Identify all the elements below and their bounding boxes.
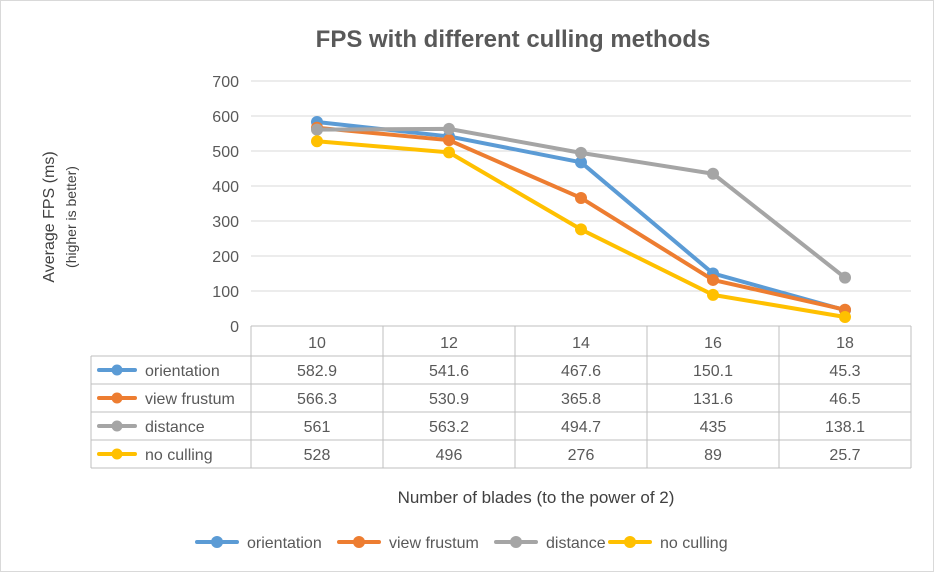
data-point [443, 146, 455, 159]
table-cell: 89 [704, 447, 722, 464]
table-cell: 528 [304, 447, 331, 464]
table-cell: 276 [568, 447, 595, 464]
data-point [575, 146, 587, 159]
table-cell: 150.1 [693, 363, 733, 380]
table-cell: 566.3 [297, 391, 337, 408]
x-tick-label: 10 [308, 335, 326, 352]
y-tick-label: 200 [212, 249, 239, 266]
y-axis-sublabel: (higher is better) [63, 166, 79, 268]
data-point [575, 156, 587, 169]
y-tick-label: 0 [230, 319, 239, 336]
legend-label: no culling [660, 535, 728, 552]
data-point [839, 311, 851, 324]
data-point [575, 191, 587, 204]
table-series-name: orientation [145, 363, 220, 380]
data-point [707, 167, 719, 180]
table-cell: 138.1 [825, 419, 865, 436]
y-tick-label: 700 [212, 74, 239, 91]
table-series-name: distance [145, 419, 205, 436]
legend-label: view frustum [389, 535, 479, 552]
table-cell: 541.6 [429, 363, 469, 380]
table-cell: 25.7 [829, 447, 860, 464]
table-series-name: no culling [145, 447, 213, 464]
table-cell: 494.7 [561, 419, 601, 436]
table-cell: 496 [436, 447, 463, 464]
table-legend-marker [111, 364, 123, 376]
y-axis-label: Average FPS (ms) [41, 151, 58, 282]
table-cell: 467.6 [561, 363, 601, 380]
table-cell: 435 [700, 419, 727, 436]
table-legend-marker [111, 392, 123, 404]
y-tick-label: 600 [212, 109, 239, 126]
data-point [443, 122, 455, 135]
data-point [839, 271, 851, 284]
chart-title: FPS with different culling methods [316, 26, 711, 53]
x-axis-label: Number of blades (to the power of 2) [398, 488, 675, 507]
data-point [443, 134, 455, 147]
y-tick-label: 500 [212, 144, 239, 161]
table-legend-marker [111, 420, 123, 432]
legend-marker [510, 536, 522, 548]
x-tick-label: 18 [836, 335, 854, 352]
table-cell: 561 [304, 419, 331, 436]
y-tick-label: 400 [212, 179, 239, 196]
legend-marker [211, 536, 223, 548]
legend-marker [624, 536, 636, 548]
table-cell: 46.5 [829, 391, 860, 408]
table-series-name: view frustum [145, 391, 235, 408]
table-cell: 582.9 [297, 363, 337, 380]
data-point [707, 273, 719, 286]
data-point [311, 123, 323, 136]
table-cell: 530.9 [429, 391, 469, 408]
data-point [575, 223, 587, 236]
table-cell: 45.3 [829, 363, 860, 380]
y-tick-label: 100 [212, 284, 239, 301]
x-tick-label: 14 [572, 335, 590, 352]
table-legend-marker [111, 448, 123, 460]
x-tick-label: 12 [440, 335, 458, 352]
data-point [707, 288, 719, 301]
legend-marker [353, 536, 365, 548]
table-cell: 365.8 [561, 391, 601, 408]
x-tick-label: 16 [704, 335, 722, 352]
data-point [311, 135, 323, 148]
y-tick-label: 300 [212, 214, 239, 231]
legend-label: distance [546, 535, 606, 552]
legend-label: orientation [247, 535, 322, 552]
table-cell: 563.2 [429, 419, 469, 436]
table-cell: 131.6 [693, 391, 733, 408]
